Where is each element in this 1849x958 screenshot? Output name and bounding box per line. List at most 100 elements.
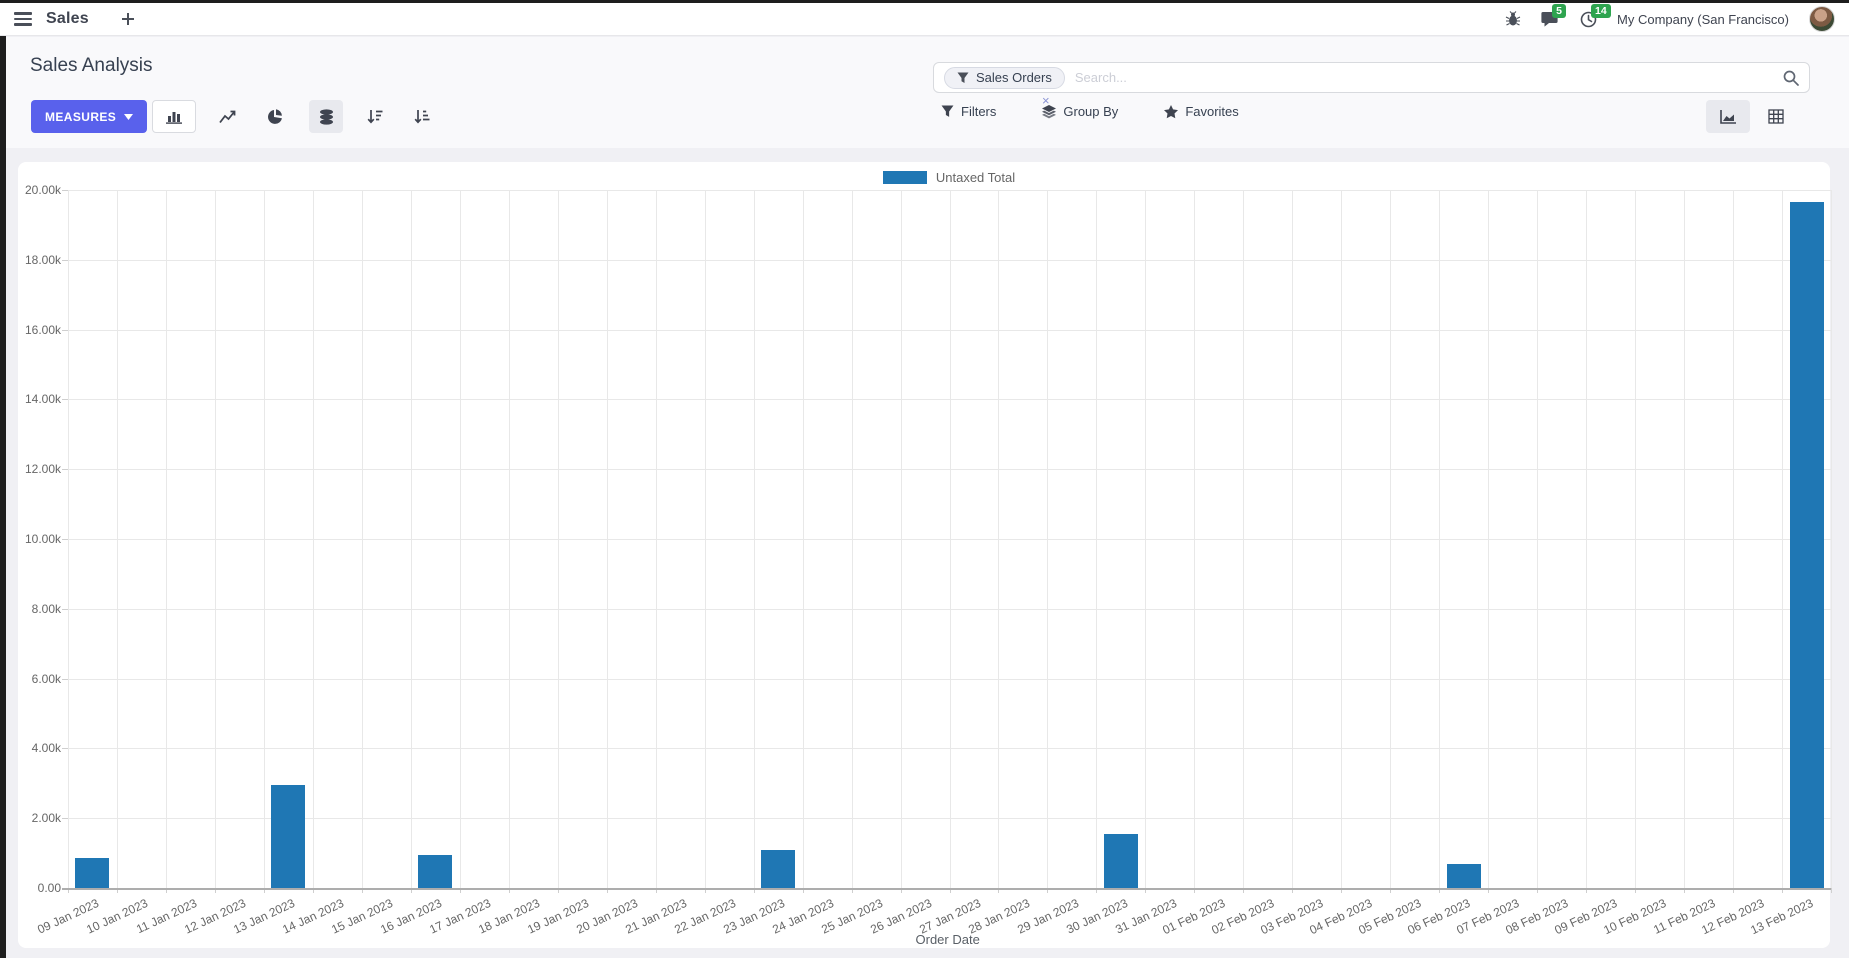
chart-bar[interactable] xyxy=(1103,833,1138,888)
x-gridline xyxy=(1684,190,1686,888)
search-options-row: Filters Group By Favorites xyxy=(941,104,1239,119)
app-name[interactable]: Sales xyxy=(46,10,89,27)
pie-chart-button[interactable] xyxy=(257,100,293,133)
x-tick-mark xyxy=(1194,888,1196,893)
x-gridline xyxy=(214,190,216,888)
y-axis-label: 16.00k xyxy=(24,322,61,337)
messages-icon[interactable]: 5 xyxy=(1541,3,1567,28)
measures-button[interactable]: MEASURES xyxy=(31,100,148,133)
x-tick-mark xyxy=(116,888,118,893)
activities-clock-icon[interactable]: 14 xyxy=(1580,3,1611,28)
x-tick-mark xyxy=(1684,888,1686,893)
x-tick-mark xyxy=(263,888,265,893)
x-tick-mark xyxy=(1586,888,1588,893)
filters-label: Filters xyxy=(961,104,997,119)
company-switcher[interactable]: My Company (San Francisco) xyxy=(1617,11,1789,27)
x-gridline xyxy=(753,190,755,888)
groupby-label: Group By xyxy=(1063,104,1119,119)
graph-view-button[interactable] xyxy=(1706,100,1750,133)
x-gridline xyxy=(606,190,608,888)
search-facet[interactable]: Sales Orders xyxy=(944,66,1065,89)
x-gridline xyxy=(998,190,1000,888)
plus-icon[interactable] xyxy=(121,12,135,26)
database-stack-icon xyxy=(319,108,333,125)
y-axis-label: 10.00k xyxy=(24,532,61,546)
x-gridline xyxy=(1537,190,1539,888)
x-gridline xyxy=(655,190,657,888)
chart-bar[interactable] xyxy=(761,849,796,888)
chart-bar[interactable] xyxy=(271,785,306,888)
window-edge-left xyxy=(0,36,6,958)
layers-icon xyxy=(1042,104,1057,118)
favorites-button[interactable]: Favorites xyxy=(1164,104,1239,119)
x-tick-mark xyxy=(1537,888,1539,893)
search-input[interactable] xyxy=(1074,70,1773,85)
graph-view-card: Untaxed Total 0.00 2.00k 4.00k 6.00k 8.00k 10… xyxy=(18,162,1832,948)
apps-menu-icon[interactable] xyxy=(14,12,32,26)
area-chart-icon xyxy=(1719,110,1736,124)
x-gridline xyxy=(900,190,902,888)
x-axis-line xyxy=(62,888,1831,890)
facet-remove-icon[interactable]: × xyxy=(1042,93,1050,108)
x-gridline xyxy=(1096,190,1098,888)
x-tick-mark xyxy=(1390,888,1392,893)
user-avatar[interactable] xyxy=(1809,6,1835,32)
search-bar[interactable]: Sales Orders xyxy=(933,62,1810,93)
y-axis-label: 20.00k xyxy=(24,183,61,197)
x-tick-mark xyxy=(998,888,1000,893)
x-gridline xyxy=(557,190,559,888)
x-gridline xyxy=(1782,190,1784,888)
pivot-view-button[interactable] xyxy=(1758,100,1794,133)
x-tick-mark xyxy=(949,888,951,893)
filters-button[interactable]: Filters xyxy=(941,104,996,119)
search-icon[interactable] xyxy=(1783,70,1799,86)
debug-bug-icon[interactable] xyxy=(1505,11,1521,27)
x-tick-mark xyxy=(1635,888,1637,893)
x-tick-mark xyxy=(753,888,755,893)
x-tick-mark xyxy=(312,888,314,893)
y-axis-label: 12.00k xyxy=(24,462,61,477)
x-tick-mark xyxy=(68,888,69,893)
bar-chart-button[interactable] xyxy=(152,100,196,133)
line-chart-button[interactable] xyxy=(209,100,245,133)
x-gridline xyxy=(116,190,118,888)
groupby-button[interactable]: Group By xyxy=(1042,104,1118,119)
x-gridline xyxy=(508,190,510,888)
y-tick-mark xyxy=(62,190,68,191)
pie-chart-icon xyxy=(268,108,282,124)
x-tick-mark xyxy=(1145,888,1147,893)
stacked-toggle-button[interactable] xyxy=(309,100,343,133)
chart-bar[interactable] xyxy=(418,854,453,888)
y-tick-mark xyxy=(62,259,68,261)
sort-ascending-button[interactable] xyxy=(404,100,440,133)
x-gridline xyxy=(1047,190,1049,888)
x-tick-mark xyxy=(704,888,706,893)
chart-bar[interactable] xyxy=(75,858,110,888)
x-gridline xyxy=(361,190,363,888)
chart-legend[interactable]: Untaxed Total xyxy=(43,170,1849,185)
chart-bar[interactable] xyxy=(1789,202,1824,888)
y-axis-label: 2.00k xyxy=(31,811,61,826)
x-gridline xyxy=(1733,190,1735,888)
y-tick-mark xyxy=(62,469,68,471)
x-tick-mark xyxy=(1831,888,1832,893)
chart-bar[interactable] xyxy=(1446,863,1481,888)
legend-swatch xyxy=(882,171,927,184)
x-gridline xyxy=(802,190,804,888)
messages-badge: 5 xyxy=(1552,3,1567,18)
sort-descending-button[interactable] xyxy=(357,100,393,133)
y-tick-mark xyxy=(62,678,68,680)
x-tick-mark xyxy=(1243,888,1245,893)
caret-down-icon xyxy=(124,113,134,120)
x-tick-mark xyxy=(1488,888,1490,893)
x-tick-mark xyxy=(655,888,657,893)
x-tick-mark xyxy=(1341,888,1343,893)
x-gridline xyxy=(410,190,412,888)
x-tick-mark xyxy=(557,888,559,893)
x-gridline xyxy=(704,190,706,888)
x-gridline xyxy=(165,190,167,888)
x-tick-mark xyxy=(1733,888,1735,893)
x-gridline xyxy=(949,190,951,888)
y-tick-mark xyxy=(62,329,68,331)
bar-chart-icon xyxy=(165,112,182,124)
